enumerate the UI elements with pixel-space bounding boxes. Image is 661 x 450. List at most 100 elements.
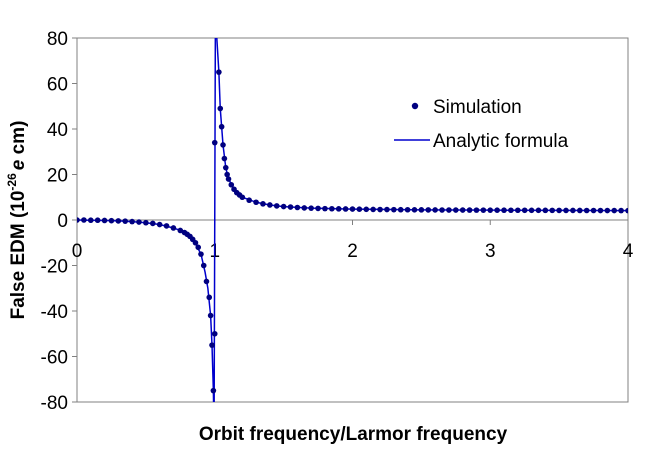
data-point-simulation — [411, 207, 418, 213]
data-point-simulation — [590, 207, 597, 214]
data-point-simulation — [329, 205, 335, 212]
data-point-simulation — [217, 105, 224, 112]
y-tick-label: -20 — [41, 257, 68, 278]
data-point-simulation — [425, 207, 432, 213]
x-axis-title: Orbit frequency/Larmor frequency — [199, 424, 508, 445]
data-point-simulation — [206, 294, 213, 301]
data-point-simulation — [163, 223, 170, 229]
x-tick-label: 4 — [623, 241, 634, 262]
data-point-simulation — [349, 206, 356, 212]
y-tick-label: 40 — [47, 120, 68, 141]
data-point-simulation — [480, 207, 487, 213]
data-point-simulation — [129, 218, 135, 225]
y-tick-label: -40 — [41, 302, 68, 323]
data-point-simulation — [556, 207, 562, 214]
data-point-simulation — [87, 217, 94, 224]
data-point-simulation — [225, 176, 232, 182]
data-point-simulation — [363, 206, 370, 213]
data-point-simulation — [439, 207, 445, 213]
data-point-simulation — [528, 207, 535, 214]
data-point-simulation — [335, 206, 342, 212]
y-axis-title: False EDM (10-26 e cm) — [5, 121, 29, 320]
series-layer — [77, 38, 628, 402]
data-point-simulation — [356, 206, 363, 212]
data-point-simulation — [81, 217, 87, 223]
data-point-simulation — [549, 207, 556, 214]
y-tick-label: -80 — [41, 393, 68, 414]
data-point-simulation — [618, 207, 624, 214]
data-point-simulation — [397, 206, 404, 213]
data-point-simulation — [136, 219, 142, 225]
legend-marker-simulation — [411, 102, 419, 110]
data-point-simulation — [287, 204, 294, 210]
data-point-simulation — [342, 206, 349, 212]
data-point-simulation — [192, 239, 199, 246]
data-point-simulation — [377, 206, 383, 213]
data-point-simulation — [108, 217, 115, 224]
data-point-simulation — [294, 204, 301, 211]
x-tick-label: 0 — [72, 241, 83, 262]
data-point-simulation — [418, 207, 425, 213]
data-point-simulation — [273, 203, 280, 209]
data-point-simulation — [597, 207, 604, 214]
data-point-simulation — [459, 207, 466, 213]
data-point-simulation — [576, 207, 583, 214]
data-point-simulation — [267, 202, 273, 208]
data-point-simulation — [280, 203, 287, 210]
data-point-simulation — [404, 206, 411, 213]
data-point-simulation — [432, 207, 438, 213]
data-point-simulation — [453, 207, 459, 213]
data-point-simulation — [473, 207, 480, 213]
data-point-simulation — [198, 251, 204, 257]
legend-label-simulation: Simulation — [433, 97, 522, 118]
y-tick-label: 0 — [57, 211, 68, 232]
data-point-simulation — [94, 217, 101, 224]
data-point-simulation — [220, 142, 226, 148]
data-point-simulation — [604, 207, 611, 214]
data-point-simulation — [494, 207, 500, 213]
data-point-simulation — [542, 207, 549, 214]
data-point-simulation — [177, 227, 184, 234]
data-point-simulation — [122, 218, 129, 224]
data-point-simulation — [508, 207, 514, 214]
y-axis-title-suffix: cm) — [8, 121, 29, 160]
legend-box — [368, 82, 598, 160]
data-point-simulation — [211, 139, 218, 146]
data-point-simulation — [391, 206, 397, 213]
data-point-simulation — [253, 199, 259, 206]
y-tick-label: 20 — [47, 166, 68, 187]
data-point-simulation — [203, 278, 210, 285]
data-point-simulation — [611, 207, 618, 214]
data-point-simulation — [221, 155, 228, 162]
data-point-simulation — [210, 387, 217, 394]
data-point-simulation — [101, 217, 108, 224]
y-axis-title-exponent: -26 — [5, 173, 19, 191]
data-point-simulation — [625, 207, 628, 214]
data-point-simulation — [143, 219, 149, 226]
data-point-simulation — [200, 262, 207, 269]
x-tick-label: 2 — [347, 241, 358, 262]
data-point-simulation — [239, 194, 246, 201]
data-point-simulation — [515, 207, 521, 214]
data-point-simulation — [487, 207, 494, 213]
data-point-simulation — [521, 207, 528, 214]
data-point-simulation — [115, 218, 122, 224]
data-point-simulation — [246, 197, 252, 204]
data-point-simulation — [315, 205, 321, 212]
data-point-simulation — [563, 207, 569, 214]
data-point-simulation — [195, 244, 202, 251]
legend: Simulation Analytic formula — [368, 82, 598, 160]
data-point-simulation — [322, 205, 328, 212]
y-axis-title-prefix: False EDM (10 — [8, 191, 29, 320]
y-axis-title-italic: e — [8, 159, 29, 170]
legend-label-analytic: Analytic formula — [433, 131, 569, 152]
data-point-simulation — [224, 171, 230, 178]
data-point-simulation — [149, 220, 156, 227]
x-tick-label: 3 — [485, 241, 496, 262]
data-point-simulation — [501, 207, 507, 214]
data-point-simulation — [535, 207, 542, 214]
data-point-simulation — [228, 181, 235, 188]
data-point-simulation — [222, 164, 229, 171]
